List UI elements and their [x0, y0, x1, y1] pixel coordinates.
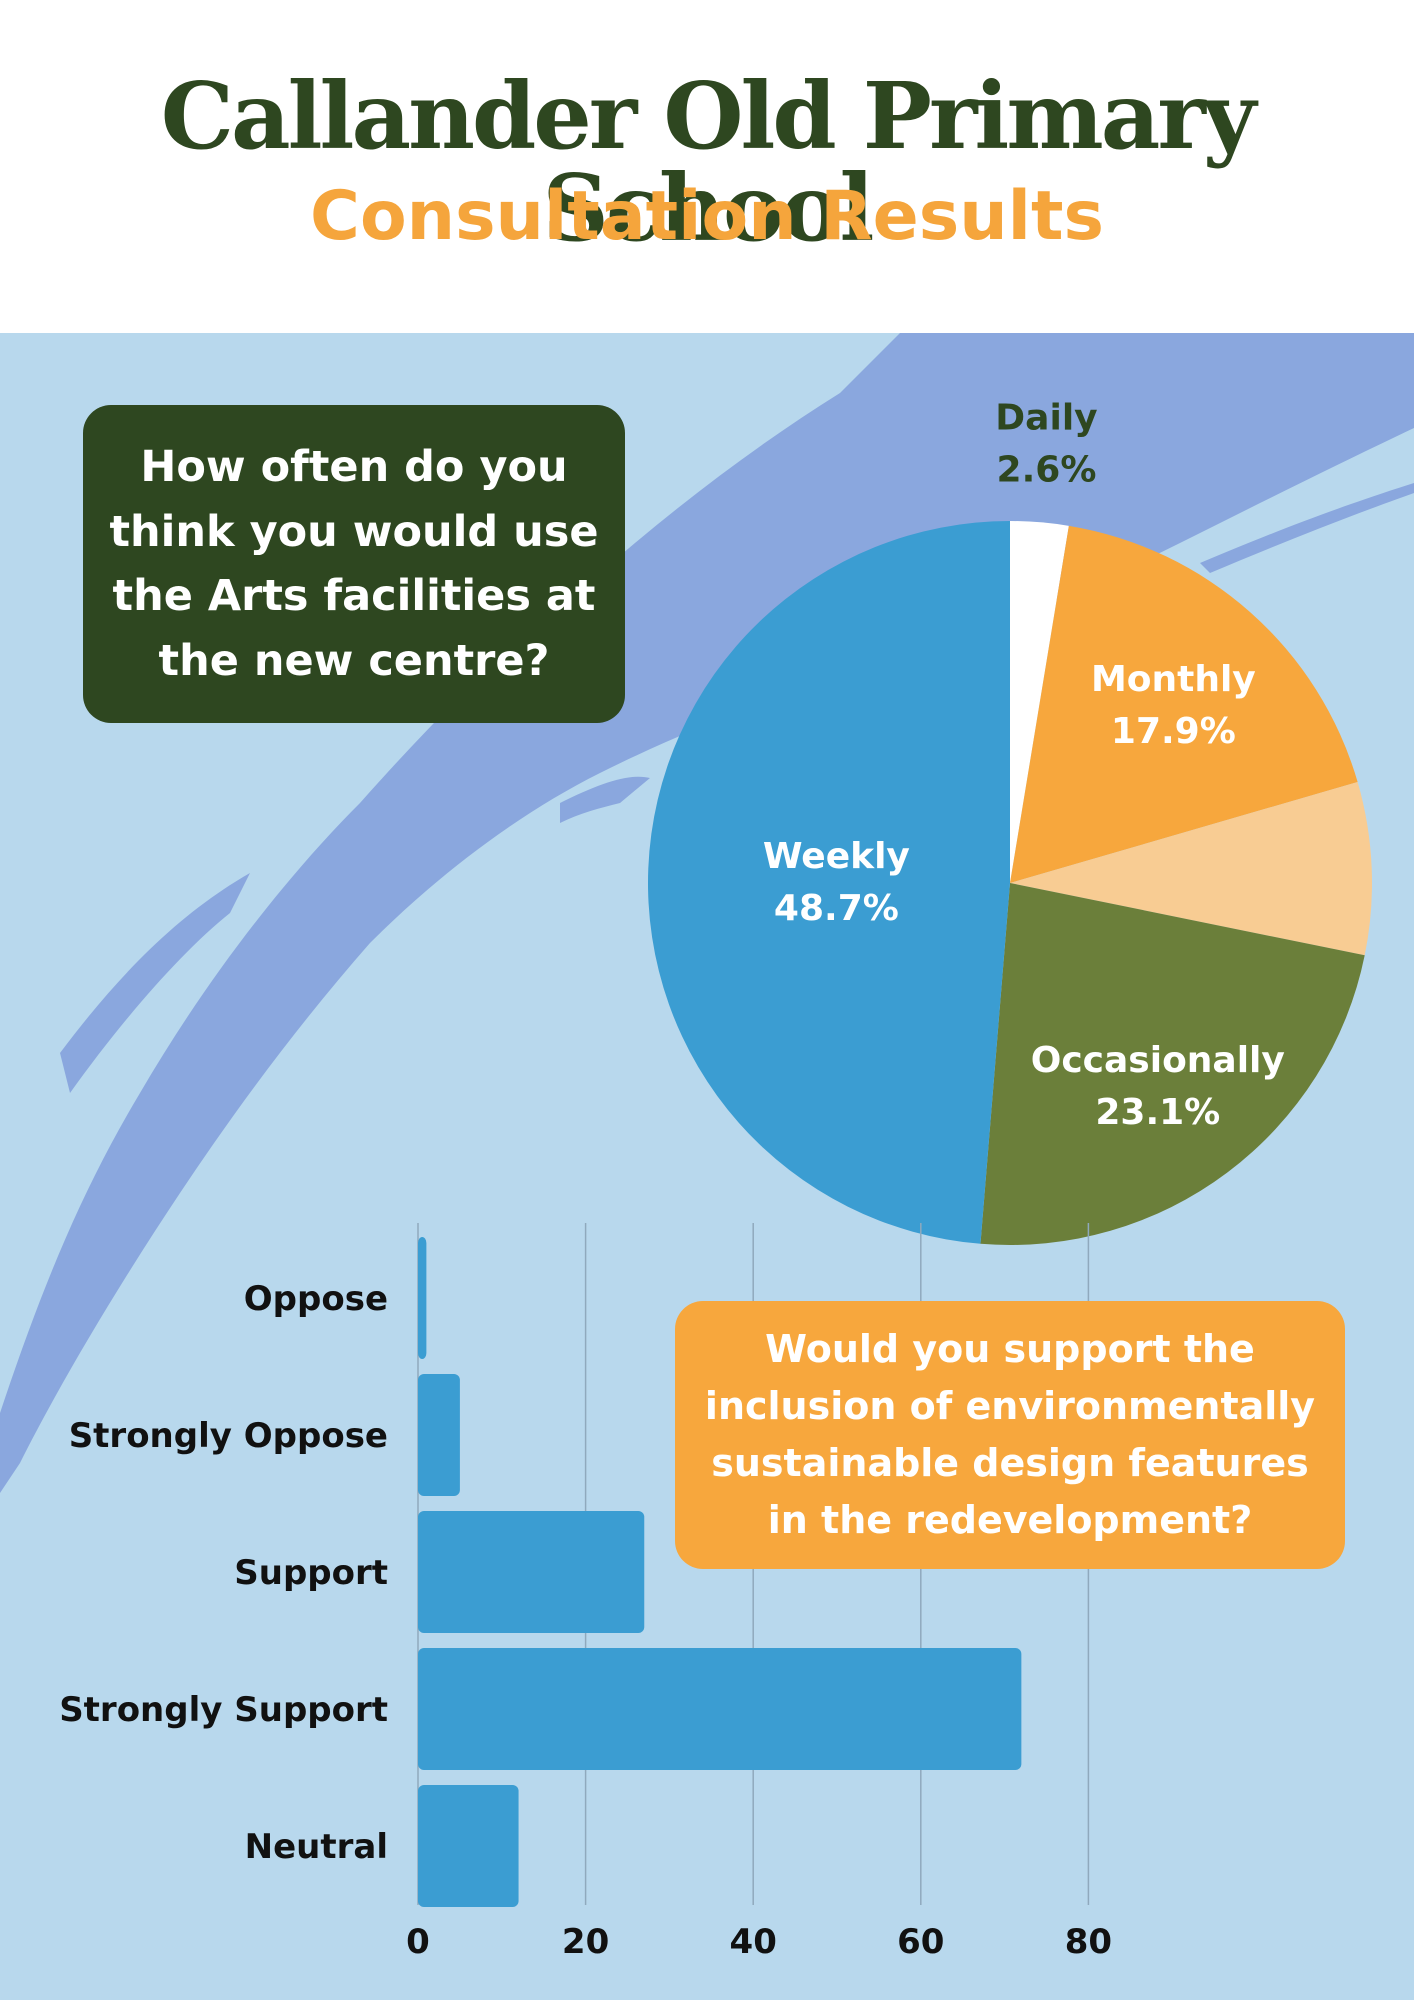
x-tick-label: 40 [730, 1922, 777, 1962]
bar-category-label: Strongly Support [59, 1690, 388, 1730]
bar-neutral [418, 1785, 519, 1907]
bar-category-label: Neutral [245, 1827, 388, 1867]
pie-value-occasionally: 23.1% [1095, 1092, 1220, 1133]
pie-slice-daily [1010, 521, 1069, 883]
arts-usage-pie-chart: Daily 2.6% Monthly 17.9% Occasionally 23.1% We… [647, 397, 1372, 1245]
pie-value-daily: 2.6% [997, 449, 1097, 490]
x-tick-label: 60 [897, 1922, 944, 1962]
pie-slice-weekly [647, 521, 1010, 1244]
page-title: Callander Old Primary School [160, 62, 1257, 262]
question-sustainable-design: Would you support the inclusion of envir… [675, 1301, 1345, 1569]
bar-strongly-support [418, 1648, 1022, 1770]
bar-oppose [418, 1237, 427, 1359]
brush-stroke-decoration [0, 333, 1414, 1493]
bar-category-label: Strongly Oppose [69, 1416, 388, 1456]
bar-category-label: Support [234, 1553, 388, 1593]
pie-value-monthly: 17.9% [1111, 711, 1236, 752]
pie-slice-monthly [1010, 525, 1358, 883]
x-tick-label: 20 [562, 1922, 609, 1962]
x-tick-label: 80 [1065, 1922, 1112, 1962]
pie-label-occasionally: Occasionally [1031, 1040, 1285, 1081]
sustainability-bar-chart: 0 20 40 60 80 Oppose Strongly Oppose Support Str… [59, 1223, 1112, 1962]
page-subtitle: Consultation Results [310, 177, 1104, 256]
pie-label-monthly: Monthly [1091, 659, 1256, 700]
pie-label-weekly: Weekly [763, 836, 910, 877]
pie-slice-occasionally [980, 883, 1365, 1245]
results-panel: How often do you think you would use the… [0, 333, 1414, 2000]
bar-strongly-oppose [418, 1374, 460, 1496]
bar-category-label: Oppose [244, 1279, 388, 1319]
pie-label-daily: Daily [995, 397, 1097, 438]
header: Callander Old Primary School Consultatio… [0, 0, 1414, 333]
pie-value-weekly: 48.7% [774, 888, 899, 929]
bar-support [418, 1511, 645, 1633]
x-tick-label: 0 [406, 1922, 430, 1962]
pie-slice-unlabeled [1010, 782, 1372, 956]
question-arts-usage: How often do you think you would use the… [83, 405, 625, 723]
